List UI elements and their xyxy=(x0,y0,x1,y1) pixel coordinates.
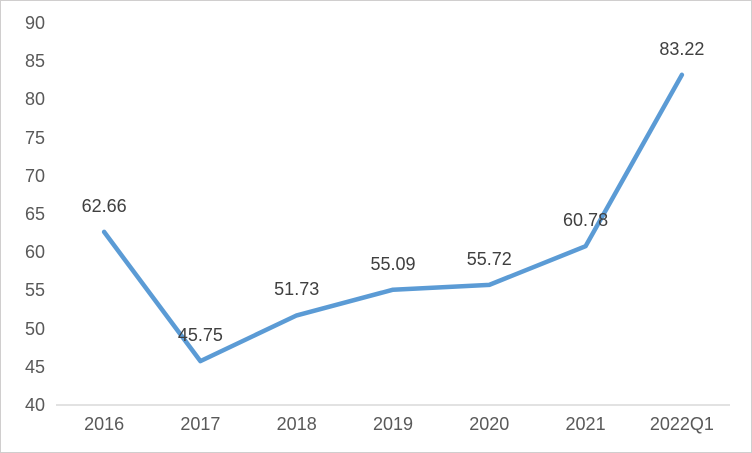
data-label: 60.78 xyxy=(563,210,609,231)
x-axis-tick-label: 2022Q1 xyxy=(649,414,714,434)
data-label: 55.09 xyxy=(370,253,416,274)
x-axis-tick-label: 2020 xyxy=(469,414,510,434)
x-axis-tick-label: 2018 xyxy=(276,414,317,434)
data-label: 45.75 xyxy=(177,325,223,346)
y-axis-tick-label: 80 xyxy=(24,89,45,110)
x-axis-tick-label: 2017 xyxy=(180,414,221,434)
x-axis-tick-label: 2019 xyxy=(372,414,414,434)
x-axis-tick-label: 2021 xyxy=(565,414,606,434)
y-axis-tick-label: 90 xyxy=(24,13,45,33)
data-label: 83.22 xyxy=(659,38,705,59)
y-axis-tick-label: 45 xyxy=(24,356,45,377)
y-axis-tick-label: 55 xyxy=(24,280,45,301)
x-axis-tick-label: 2016 xyxy=(84,414,125,434)
data-label: 51.73 xyxy=(274,279,320,300)
y-axis-tick-label: 75 xyxy=(24,127,45,148)
y-axis-tick-label: 40 xyxy=(24,395,45,415)
data-label: 55.72 xyxy=(466,248,512,269)
y-axis-tick-label: 50 xyxy=(24,318,45,339)
data-label: 62.66 xyxy=(81,195,127,216)
series-line xyxy=(101,72,685,364)
y-axis-tick-label: 85 xyxy=(24,51,45,72)
y-axis-tick-label: 70 xyxy=(24,165,45,186)
y-axis-tick-label: 65 xyxy=(24,204,45,224)
y-axis-tick-label: 60 xyxy=(24,242,45,263)
